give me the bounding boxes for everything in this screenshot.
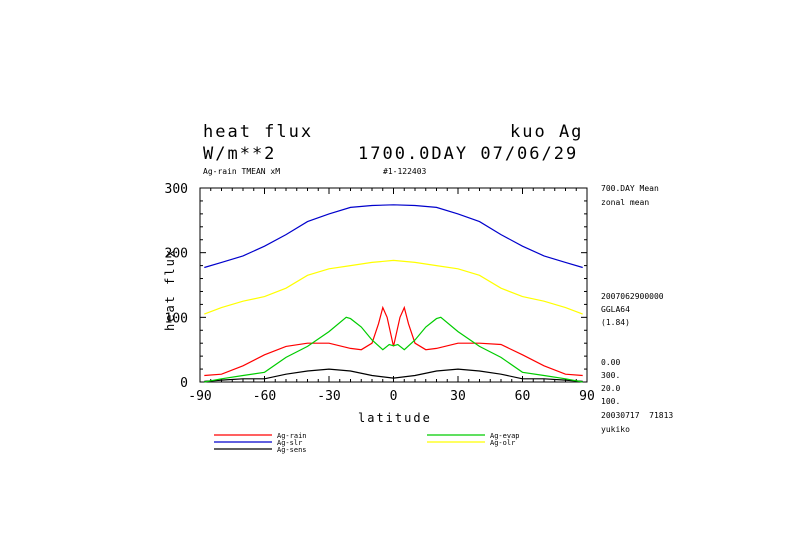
y-tick-label: 0 (180, 376, 188, 391)
info-val3: 20.0 (601, 384, 621, 393)
x-axis-label: latitude (358, 411, 432, 425)
info-grid: GGLA64 (601, 305, 630, 314)
x-tick-label: -90 (188, 389, 211, 404)
info-mean: 700.DAY Mean (601, 184, 659, 193)
info-date: 2007062900000 (601, 292, 664, 301)
chart-title: heat flux (203, 122, 314, 142)
subtitle-mid: #1-122403 (383, 167, 427, 176)
y-tick-label: 200 (165, 247, 188, 262)
x-tick-label: 0 (390, 389, 398, 404)
info-scale: (1.84) (601, 318, 630, 327)
series-line-ag-sens (204, 368, 583, 382)
info-val1: 0.00 (601, 358, 621, 367)
x-tick-label: 90 (579, 389, 595, 404)
legend-label-ag-slr: Ag-slr (277, 439, 302, 447)
time-label: 1700.0DAY 07/06/29 (358, 144, 579, 164)
info-val4: 100. (601, 397, 621, 406)
y-tick-label: 100 (165, 311, 188, 326)
plot-frame (199, 187, 588, 383)
x-tick-label: -60 (253, 389, 276, 404)
x-tick-label: -30 (317, 389, 340, 404)
x-tick-label: 30 (450, 389, 466, 404)
legend-label-ag-olr: Ag-olr (490, 439, 515, 447)
info-val2: 300. (601, 371, 621, 380)
series-line-ag-slr (204, 204, 583, 269)
series-line-ag-evap (204, 316, 583, 383)
y-tick-label: 300 (165, 182, 188, 197)
model-label: kuo Ag (510, 122, 584, 142)
info-user: yukiko (601, 425, 630, 434)
subtitle-left: Ag-rain TMEAN xM (203, 167, 281, 176)
legend-label-ag-rain: Ag-rain (277, 432, 307, 440)
units-label: W/m**2 (203, 144, 277, 164)
info-run: 20030717 71813 (601, 411, 674, 420)
series-line-ag-olr (204, 259, 583, 315)
legend-label-ag-sens: Ag-sens (277, 446, 307, 454)
legend-label-ag-evap: Ag-evap (490, 432, 520, 440)
series-line-ag-rain (204, 305, 583, 377)
x-tick-label: 60 (515, 389, 531, 404)
info-zonal: zonal mean (601, 198, 650, 207)
